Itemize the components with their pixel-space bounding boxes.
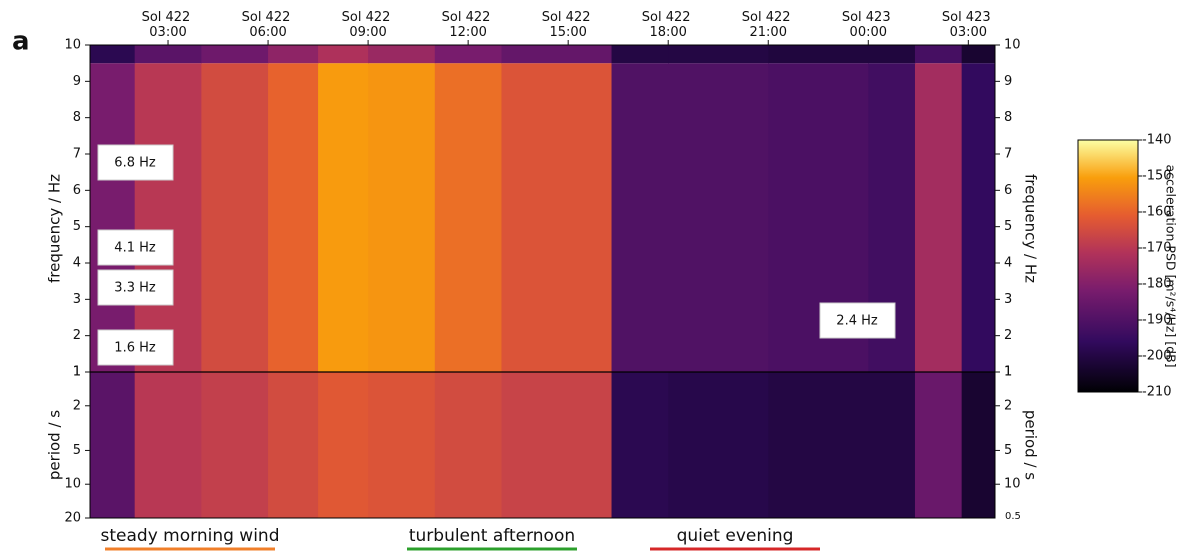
x-tick-label: Sol 422 03:00 bbox=[142, 10, 195, 40]
psd-cell bbox=[962, 372, 996, 518]
y-axis-title: period / s bbox=[1022, 410, 1040, 480]
y-tick-label: 7 bbox=[1004, 147, 1012, 162]
y-tick-label: 5 bbox=[1004, 443, 1012, 458]
colorbar bbox=[1078, 140, 1138, 392]
psd-cell bbox=[612, 63, 669, 372]
psd-cell bbox=[915, 372, 962, 518]
x-tick-label: Sol 422 09:00 bbox=[342, 10, 395, 40]
psd-cell bbox=[90, 63, 135, 372]
annotation: 1.6 Hz bbox=[114, 341, 156, 356]
psd-cell bbox=[962, 45, 996, 63]
psd-cell bbox=[868, 372, 915, 518]
y-axis-title: frequency / Hz bbox=[46, 174, 64, 283]
y-axis-title: frequency / Hz bbox=[1022, 174, 1040, 283]
psd-cell bbox=[915, 45, 962, 63]
psd-cell bbox=[668, 45, 769, 63]
x-tick-label: Sol 422 18:00 bbox=[642, 10, 695, 40]
psd-cell bbox=[868, 45, 915, 63]
panel-label: a bbox=[12, 27, 30, 57]
psd-cell bbox=[368, 63, 435, 372]
colorbar-label: acceleration PSD [m²/s⁴/Hz] [dB] bbox=[1164, 164, 1179, 367]
y-axis-title: period / s bbox=[46, 410, 64, 480]
y-tick-label: 20 bbox=[64, 511, 81, 526]
psd-cell bbox=[768, 372, 869, 518]
psd-cell bbox=[368, 45, 435, 63]
x-tick-label: Sol 422 21:00 bbox=[742, 10, 795, 40]
psd-cell bbox=[612, 372, 669, 518]
x-tick-label: Sol 422 06:00 bbox=[242, 10, 295, 40]
y-tick-label: 2 bbox=[73, 328, 81, 343]
psd-cell bbox=[435, 63, 502, 372]
y-tick-label: 8 bbox=[1004, 110, 1012, 125]
psd-cell bbox=[201, 63, 268, 372]
psd-cell bbox=[318, 372, 369, 518]
regime-label: steady morning wind bbox=[101, 526, 280, 546]
psd-cell bbox=[612, 45, 669, 63]
y-tick-label: 2 bbox=[1004, 328, 1012, 343]
figure: a Sol 422 03:00 Sol 422 06:00 Sol 422 09:0… bbox=[0, 0, 1180, 551]
annotation: 2.4 Hz bbox=[836, 314, 878, 329]
psd-cell bbox=[135, 63, 202, 372]
colorbar-tick-label: -140 bbox=[1142, 133, 1172, 148]
psd-cell bbox=[915, 63, 962, 372]
y-tick-label: 9 bbox=[1004, 74, 1012, 89]
annotation: 6.8 Hz bbox=[114, 156, 156, 171]
y-tick-label: 2 bbox=[73, 398, 81, 413]
psd-cell bbox=[135, 45, 202, 63]
psd-cell bbox=[201, 45, 268, 63]
psd-cell bbox=[668, 63, 769, 372]
y-tick-label: 6 bbox=[73, 183, 81, 198]
psd-cell bbox=[90, 45, 135, 63]
annotation: 4.1 Hz bbox=[114, 241, 156, 256]
psd-cell bbox=[318, 63, 369, 372]
y-tick-label: 10 bbox=[1004, 477, 1021, 492]
x-tick-label: Sol 423 03:00 bbox=[942, 10, 995, 40]
psd-cell bbox=[268, 45, 319, 63]
y-tick-label: 1 bbox=[1004, 365, 1012, 380]
colorbar-tick-label: -210 bbox=[1142, 385, 1172, 400]
psd-cell bbox=[90, 372, 135, 518]
y-tick-label: 6 bbox=[1004, 183, 1012, 198]
psd-cell bbox=[318, 45, 369, 63]
x-tick-label: Sol 423 00:00 bbox=[842, 10, 895, 40]
psd-cell bbox=[501, 45, 612, 63]
y-tick-label: 8 bbox=[73, 110, 81, 125]
y-tick-label: 9 bbox=[73, 74, 81, 89]
psd-cell bbox=[368, 372, 435, 518]
corner-label: 0.5 bbox=[1005, 511, 1021, 522]
x-tick-label: Sol 422 15:00 bbox=[542, 10, 595, 40]
psd-cell bbox=[435, 372, 502, 518]
psd-cell bbox=[668, 372, 769, 518]
psd-cell bbox=[435, 45, 502, 63]
psd-cell bbox=[962, 63, 996, 372]
psd-cell bbox=[268, 372, 319, 518]
y-tick-label: 5 bbox=[73, 219, 81, 234]
regime-label: quiet evening bbox=[677, 526, 794, 546]
y-tick-label: 2 bbox=[1004, 398, 1012, 413]
x-tick-label: Sol 422 12:00 bbox=[442, 10, 495, 40]
y-tick-label: 10 bbox=[64, 38, 81, 53]
y-tick-label: 10 bbox=[64, 477, 81, 492]
y-tick-label: 5 bbox=[1004, 219, 1012, 234]
y-tick-label: 3 bbox=[73, 292, 81, 307]
y-tick-label: 4 bbox=[73, 256, 81, 271]
psd-cell bbox=[768, 45, 869, 63]
y-tick-label: 5 bbox=[73, 443, 81, 458]
psd-cell bbox=[268, 63, 319, 372]
y-tick-label: 1 bbox=[73, 365, 81, 380]
psd-cell bbox=[135, 372, 202, 518]
y-tick-label: 10 bbox=[1004, 38, 1021, 53]
y-tick-label: 7 bbox=[73, 147, 81, 162]
psd-cell bbox=[501, 63, 612, 372]
psd-cell bbox=[501, 372, 612, 518]
regime-label: turbulent afternoon bbox=[409, 526, 575, 546]
psd-cell bbox=[201, 372, 268, 518]
y-tick-label: 4 bbox=[1004, 256, 1012, 271]
y-tick-label: 3 bbox=[1004, 292, 1012, 307]
annotation: 3.3 Hz bbox=[114, 281, 156, 296]
